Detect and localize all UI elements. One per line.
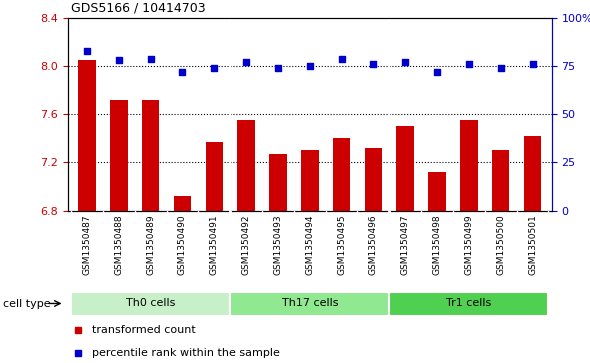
Bar: [237, 121, 255, 211]
Point: [305, 63, 314, 69]
Point: [273, 65, 283, 71]
Bar: [460, 121, 478, 211]
Text: GSM1350499: GSM1350499: [464, 215, 473, 275]
Text: GSM1350496: GSM1350496: [369, 215, 378, 275]
Bar: [396, 126, 414, 211]
Text: GSM1350501: GSM1350501: [528, 215, 537, 275]
Text: GSM1350498: GSM1350498: [432, 215, 441, 275]
Bar: [365, 148, 382, 211]
Bar: [78, 60, 96, 211]
Point: [432, 69, 442, 75]
Bar: [142, 100, 159, 211]
Point: [146, 56, 155, 61]
Text: GSM1350491: GSM1350491: [210, 215, 219, 275]
Bar: [205, 142, 223, 211]
Text: GSM1350492: GSM1350492: [241, 215, 251, 275]
Bar: [389, 292, 549, 316]
Text: GSM1350490: GSM1350490: [178, 215, 187, 275]
Text: cell type: cell type: [3, 299, 51, 309]
Bar: [269, 154, 287, 211]
Bar: [110, 100, 127, 211]
Text: Th17 cells: Th17 cells: [281, 298, 338, 309]
Text: percentile rank within the sample: percentile rank within the sample: [92, 348, 280, 358]
Point: [337, 56, 346, 61]
Text: GDS5166 / 10414703: GDS5166 / 10414703: [71, 1, 206, 15]
Text: Th0 cells: Th0 cells: [126, 298, 175, 309]
Text: GSM1350493: GSM1350493: [273, 215, 283, 275]
Point: [114, 58, 123, 64]
Point: [496, 65, 506, 71]
Point: [369, 61, 378, 67]
Text: GSM1350488: GSM1350488: [114, 215, 123, 275]
Point: [178, 69, 187, 75]
Text: GSM1350495: GSM1350495: [337, 215, 346, 275]
Point: [209, 65, 219, 71]
Bar: [301, 150, 319, 211]
Text: GSM1350497: GSM1350497: [401, 215, 409, 275]
Point: [241, 60, 251, 65]
Text: GSM1350500: GSM1350500: [496, 215, 505, 275]
Point: [528, 61, 537, 67]
Bar: [428, 172, 446, 211]
Point: [401, 60, 410, 65]
Bar: [524, 136, 541, 211]
Bar: [230, 292, 389, 316]
Bar: [173, 196, 191, 211]
Bar: [492, 150, 510, 211]
Bar: [71, 292, 230, 316]
Bar: [333, 138, 350, 211]
Text: Tr1 cells: Tr1 cells: [446, 298, 491, 309]
Point: [82, 48, 91, 54]
Text: GSM1350489: GSM1350489: [146, 215, 155, 275]
Text: GSM1350494: GSM1350494: [305, 215, 314, 275]
Point: [464, 61, 474, 67]
Text: GSM1350487: GSM1350487: [83, 215, 91, 275]
Text: transformed count: transformed count: [92, 325, 196, 335]
